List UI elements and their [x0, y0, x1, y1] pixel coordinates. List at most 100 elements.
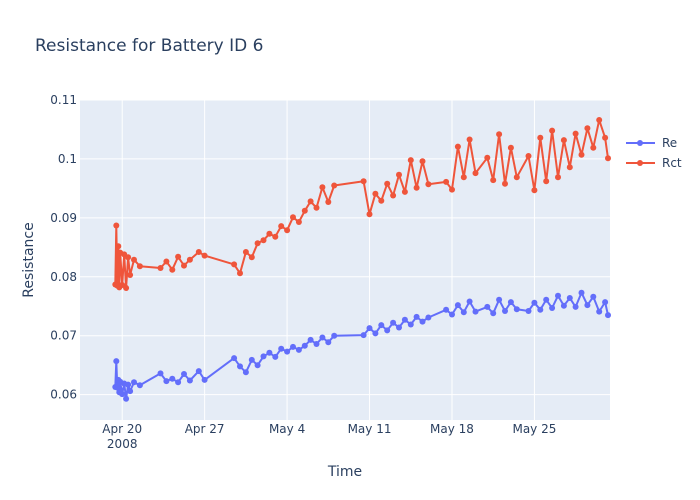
point-rct[interactable]	[419, 158, 426, 165]
point-re[interactable]	[602, 299, 609, 306]
point-rct[interactable]	[502, 180, 508, 187]
point-re[interactable]	[596, 308, 603, 315]
point-re[interactable]	[123, 395, 130, 402]
point-re[interactable]	[301, 342, 308, 349]
point-re[interactable]	[502, 308, 508, 314]
point-rct[interactable]	[407, 157, 414, 164]
point-re[interactable]	[590, 293, 597, 300]
point-re[interactable]	[242, 369, 249, 376]
point-re[interactable]	[254, 362, 261, 369]
point-re[interactable]	[578, 289, 585, 296]
point-re[interactable]	[331, 332, 338, 339]
point-re[interactable]	[195, 368, 202, 375]
point-rct[interactable]	[195, 249, 202, 255]
point-rct[interactable]	[248, 254, 255, 261]
point-re[interactable]	[460, 309, 467, 316]
point-re[interactable]	[531, 299, 538, 306]
point-rct[interactable]	[460, 174, 467, 181]
point-rct[interactable]	[254, 240, 261, 247]
point-rct[interactable]	[163, 258, 170, 265]
point-re[interactable]	[466, 298, 473, 305]
point-rct[interactable]	[186, 256, 193, 263]
point-re[interactable]	[566, 295, 573, 301]
point-re[interactable]	[307, 336, 314, 343]
point-re[interactable]	[186, 377, 193, 384]
point-re[interactable]	[113, 358, 120, 365]
point-rct[interactable]	[295, 219, 302, 225]
point-rct[interactable]	[602, 134, 609, 141]
point-re[interactable]	[549, 305, 556, 311]
point-rct[interactable]	[301, 207, 308, 214]
point-re[interactable]	[127, 388, 134, 395]
point-re[interactable]	[572, 303, 579, 310]
point-rct[interactable]	[401, 188, 408, 195]
point-rct[interactable]	[123, 285, 130, 291]
point-rct[interactable]	[525, 153, 532, 159]
legend-item-rct[interactable]: Rct	[626, 156, 682, 170]
point-re[interactable]	[449, 311, 455, 318]
point-rct[interactable]	[113, 222, 120, 229]
point-re[interactable]	[472, 308, 479, 315]
point-rct[interactable]	[237, 270, 243, 277]
point-re[interactable]	[413, 313, 420, 320]
point-re[interactable]	[555, 292, 561, 299]
point-re[interactable]	[119, 391, 126, 398]
point-rct[interactable]	[169, 266, 176, 273]
point-rct[interactable]	[584, 125, 591, 132]
point-re[interactable]	[525, 308, 532, 314]
point-re[interactable]	[390, 319, 397, 326]
point-re[interactable]	[125, 381, 132, 388]
point-rct[interactable]	[513, 174, 520, 181]
point-re[interactable]	[157, 370, 164, 377]
point-re[interactable]	[231, 355, 238, 362]
point-re[interactable]	[175, 379, 182, 386]
point-rct[interactable]	[290, 214, 296, 221]
point-rct[interactable]	[366, 211, 373, 218]
point-rct[interactable]	[181, 262, 187, 269]
point-rct[interactable]	[555, 174, 561, 181]
point-rct[interactable]	[543, 178, 550, 185]
point-rct[interactable]	[278, 223, 285, 230]
point-re[interactable]	[384, 327, 391, 334]
point-rct[interactable]	[242, 249, 249, 255]
point-rct[interactable]	[131, 256, 137, 263]
point-re[interactable]	[513, 306, 520, 313]
point-re[interactable]	[584, 302, 591, 309]
point-re[interactable]	[272, 353, 279, 360]
point-re[interactable]	[496, 296, 503, 303]
point-rct[interactable]	[260, 237, 267, 244]
point-re[interactable]	[360, 332, 367, 339]
point-re[interactable]	[181, 371, 187, 377]
point-rct[interactable]	[454, 143, 461, 150]
point-rct[interactable]	[449, 186, 455, 193]
point-re[interactable]	[163, 378, 170, 385]
point-rct[interactable]	[531, 187, 538, 194]
point-rct[interactable]	[307, 198, 314, 205]
point-re[interactable]	[401, 316, 408, 323]
point-rct[interactable]	[484, 154, 491, 161]
point-rct[interactable]	[331, 182, 338, 189]
point-re[interactable]	[325, 339, 332, 346]
point-re[interactable]	[378, 322, 385, 329]
point-re[interactable]	[319, 334, 326, 341]
point-re[interactable]	[248, 356, 255, 363]
point-rct[interactable]	[507, 144, 514, 151]
point-rct[interactable]	[496, 131, 503, 138]
point-re[interactable]	[131, 379, 137, 386]
point-rct[interactable]	[175, 253, 182, 260]
point-rct[interactable]	[572, 130, 579, 137]
point-rct[interactable]	[384, 180, 391, 187]
point-re[interactable]	[290, 343, 296, 350]
point-rct[interactable]	[313, 204, 320, 211]
point-rct[interactable]	[425, 181, 432, 188]
point-rct[interactable]	[590, 144, 597, 151]
point-rct[interactable]	[157, 265, 164, 271]
point-re[interactable]	[490, 310, 497, 317]
point-rct[interactable]	[413, 184, 420, 191]
point-rct[interactable]	[578, 151, 585, 158]
point-re[interactable]	[407, 321, 414, 328]
point-re[interactable]	[366, 325, 373, 332]
point-re[interactable]	[313, 341, 320, 347]
point-re[interactable]	[454, 302, 461, 309]
point-rct[interactable]	[266, 230, 273, 237]
